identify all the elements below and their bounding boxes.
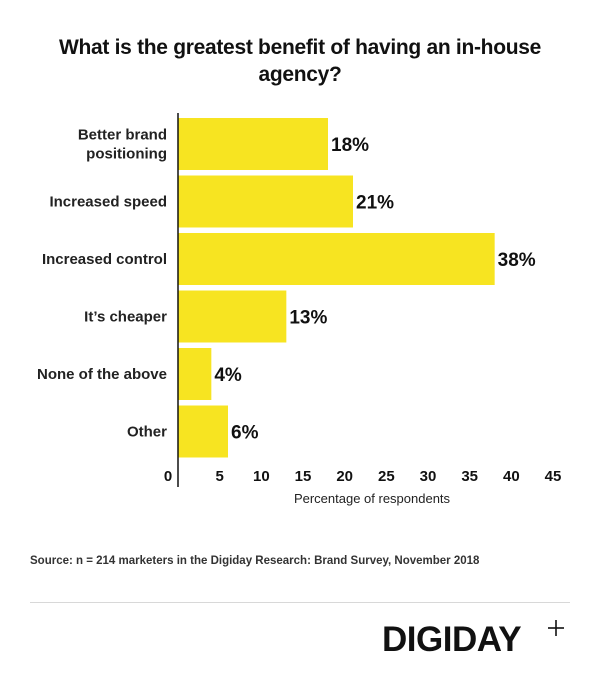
value-label-0: 18% (331, 135, 369, 156)
x-tick-label-0: 0 (164, 468, 172, 485)
x-tick-label-3: 15 (295, 468, 312, 485)
brand-name: DIGIDAY (382, 620, 522, 659)
category-label-4: None of the above (37, 366, 167, 383)
x-tick-label-1: 5 (215, 468, 223, 485)
divider (30, 602, 570, 603)
x-tick-label-9: 45 (545, 468, 562, 485)
category-label-3: It’s cheaper (84, 309, 167, 326)
bar-5 (178, 405, 228, 458)
x-tick-label-2: 10 (253, 468, 270, 485)
bar-1 (178, 175, 353, 228)
x-tick-label-8: 40 (503, 468, 520, 485)
bar-3 (178, 290, 287, 343)
x-tick-label-5: 25 (378, 468, 395, 485)
category-label-0: Better brand positioning (78, 127, 167, 163)
chart-title: What is the greatest benefit of having a… (58, 36, 542, 86)
value-label-5: 6% (231, 423, 259, 444)
value-label-3: 13% (289, 308, 327, 329)
x-tick-label-7: 35 (461, 468, 478, 485)
category-label-1: Increased speed (49, 194, 167, 211)
value-label-1: 21% (356, 193, 394, 214)
value-label-4: 4% (214, 365, 242, 386)
source-note: Source: n = 214 marketers in the Digiday… (30, 555, 480, 567)
bar-4 (178, 348, 212, 400)
x-tick-label-6: 30 (420, 468, 437, 485)
digiday-logo: DIGIDAY (382, 618, 572, 664)
x-axis-title: Percentage of respondents (294, 491, 451, 506)
category-label-2: Increased control (42, 251, 167, 268)
bar-chart: 18% Better brand positioning 21% Increased s… (37, 113, 562, 506)
x-tick-label-4: 20 (336, 468, 353, 485)
plus-icon (548, 620, 564, 636)
value-label-2: 38% (498, 250, 536, 271)
bar-2 (178, 233, 495, 285)
bar-0 (178, 118, 328, 170)
category-label-5: Other (127, 424, 167, 441)
